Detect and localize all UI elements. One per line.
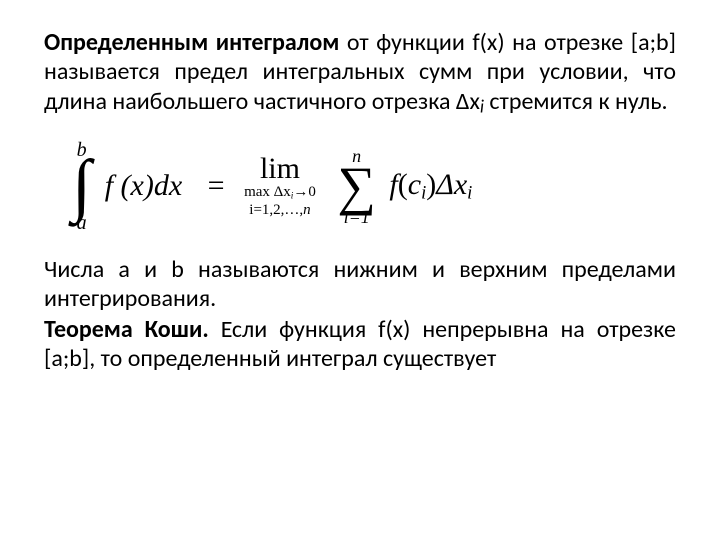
equals-sign: = [208,169,225,203]
formula: b ∫ a f (x)dx = lim max Δxi→0 i=1,2,…,n … [72,140,676,233]
summand: f(ci)Δxi [389,168,472,205]
limits-paragraph: Числа a и b называются нижним и верхним … [44,255,676,314]
definition-text-b: стремится к нуль. [484,87,668,116]
integrand: f (x)dx [105,169,182,203]
integral: b ∫ a [72,140,91,233]
summand-c: c [408,168,421,201]
integral-sign: ∫ [72,160,91,213]
theorem-paragraph: Теорема Коши. Если функция f(x) непрерыв… [44,315,676,374]
limits-text: Числа a и b называются нижним и верхним … [44,255,676,313]
summand-delta: Δx [436,168,467,201]
definition-paragraph: Определенным интегралом от функции f(x) … [44,28,676,118]
limit-sub2-pre: i=1,2,…, [249,202,303,218]
slide: Определенным интегралом от функции f(x) … [0,0,720,540]
summand-open: ( [398,168,408,201]
limit-sub-line2: i=1,2,…,n [244,202,316,219]
limit-sub-line1: max Δxi→0 [244,184,316,202]
summand-dxi: i [467,183,472,204]
summand-close: ) [426,168,436,201]
sum-sign: ∑ [337,165,376,208]
limit-sub1-pre: max Δx [244,184,291,200]
limit-sub2-n: n [303,202,311,218]
term-defined: Определенным интегралом [44,28,339,57]
theorem-name: Теорема Коши. [44,315,209,344]
limit: lim max Δxi→0 i=1,2,…,n [244,154,316,219]
limit-sub1-post: →0 [293,184,316,200]
summation: n ∑ i=1 [337,147,376,226]
summand-f: f [389,168,397,201]
limit-word: lim [244,154,316,184]
